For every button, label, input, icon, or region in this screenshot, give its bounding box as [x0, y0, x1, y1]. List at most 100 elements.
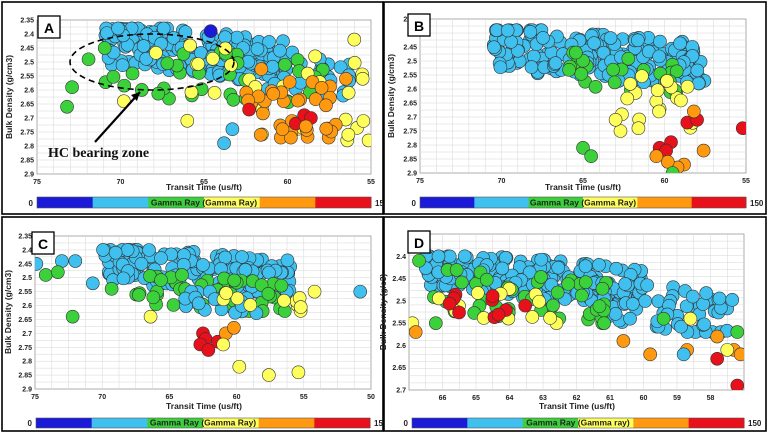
data-point-cyan [673, 36, 687, 51]
data-point-cyan [139, 52, 153, 66]
data-point-cyan [217, 136, 231, 150]
data-points [409, 249, 744, 390]
colorbar-segment-orange [258, 418, 315, 428]
y-tick-label: 2.4 [396, 254, 406, 261]
data-point-cyan [85, 276, 100, 291]
data-point-cyan [592, 258, 606, 272]
y-tick-label: 2.45 [392, 276, 406, 283]
data-point-cyan [523, 25, 538, 39]
data-point-green [621, 51, 636, 66]
x-tick-label: 60 [640, 395, 648, 402]
x-tick-label: 70 [498, 178, 506, 185]
data-point-red [485, 289, 500, 303]
data-point-green [656, 311, 671, 326]
data-point-cyan [136, 39, 151, 53]
colorbar-label: Gamma Ray (Gamma ray) [526, 418, 630, 428]
data-point-green [117, 78, 132, 93]
y-tick-label: 2.65 [403, 101, 417, 108]
colorbar-segment-cyan [92, 197, 149, 208]
data-point-green [412, 253, 426, 268]
x-tick-label: 59 [673, 395, 681, 402]
y-tick-label: 2.65 [18, 317, 32, 324]
data-point-cyan [712, 291, 727, 306]
data-point-cyan [686, 289, 700, 304]
y-tick-label: 2.8 [22, 359, 32, 366]
data-point-red [201, 343, 216, 357]
data-point-green [38, 268, 53, 282]
colorbar-min: 0 [412, 199, 417, 208]
x-tick-label: 65 [579, 178, 587, 185]
data-points [35, 243, 368, 382]
x-tick-label: 60 [233, 394, 241, 401]
data-point-yellow [307, 284, 322, 299]
data-point-orange [308, 92, 323, 106]
data-point-green [576, 141, 590, 155]
y-tick-label: 2.35 [18, 234, 32, 241]
colorbar-label: Gamma Ray (Gamma Ray) [530, 198, 636, 208]
data-point-cyan [697, 317, 711, 332]
x-tick-label: 64 [506, 395, 514, 402]
data-point-cyan [431, 249, 446, 264]
data-point-green [97, 41, 112, 55]
data-point-green [561, 277, 576, 291]
data-point-yellow [652, 104, 666, 119]
data-point-yellow [232, 359, 247, 374]
data-point-blue [203, 24, 218, 39]
y-tick-label: 2.55 [18, 289, 32, 296]
x-tick-label: 50 [367, 394, 375, 401]
data-point-cyan [690, 63, 705, 78]
x-tick-label: 58 [707, 395, 715, 402]
data-point-cyan [578, 259, 593, 273]
data-point-cyan [625, 297, 640, 311]
data-point-green [125, 66, 140, 81]
data-point-cyan [111, 21, 125, 36]
data-point-green [578, 275, 593, 289]
data-point-cyan [652, 49, 666, 64]
y-tick-label: 2.5 [407, 59, 417, 66]
data-point-cyan [587, 36, 601, 50]
data-point-yellow [243, 298, 258, 312]
data-point-cyan [640, 278, 654, 293]
data-point-yellow [471, 286, 485, 300]
colorbar-max: 150 [750, 199, 764, 208]
data-point-cyan [196, 258, 210, 272]
x-axis-label: Transit Time (us/ft) [545, 182, 621, 192]
data-point-orange [227, 320, 241, 335]
y-axis-label: Bulk Density (g/c3) [378, 274, 388, 351]
x-tick-label: 60 [661, 178, 669, 185]
data-point-yellow [720, 343, 735, 357]
panel-label-box [407, 230, 431, 254]
data-point-green [606, 62, 620, 77]
y-tick-label: 2.5 [22, 275, 32, 282]
hc-zone-arrow-line [94, 91, 141, 143]
x-tick-label: 63 [539, 395, 547, 402]
data-point-cyan [548, 56, 563, 70]
data-point-yellow [635, 69, 649, 83]
data-point-red [730, 378, 744, 390]
data-point-green [175, 268, 189, 282]
x-axis-label: Transit Time (us/ft) [166, 401, 242, 411]
colorbar-segment-green [528, 197, 584, 208]
data-point-red [442, 296, 457, 311]
y-tick-label: 2.5 [24, 60, 34, 67]
colorbar-segment-orange [633, 418, 690, 428]
data-point-orange [643, 347, 658, 362]
data-point-green [455, 275, 469, 290]
data-point-cyan [191, 296, 206, 311]
y-tick-label: 2.45 [20, 46, 34, 53]
data-point-orange [299, 119, 313, 134]
data-point-orange [696, 143, 711, 158]
data-point-red [491, 307, 506, 322]
data-point-cyan [608, 307, 623, 321]
data-point-green [550, 285, 565, 300]
x-tick-label: 55 [367, 179, 375, 186]
data-point-cyan [618, 277, 632, 291]
colorbar-segment-green [148, 197, 205, 208]
data-point-orange [649, 149, 664, 163]
panel-label: D [414, 235, 424, 251]
data-point-cyan [142, 243, 156, 257]
y-tick-label: 2.65 [20, 102, 34, 109]
y-tick-label: 2.4 [22, 247, 32, 254]
y-tick-label: 2.45 [403, 45, 417, 52]
data-point-green [60, 100, 74, 114]
